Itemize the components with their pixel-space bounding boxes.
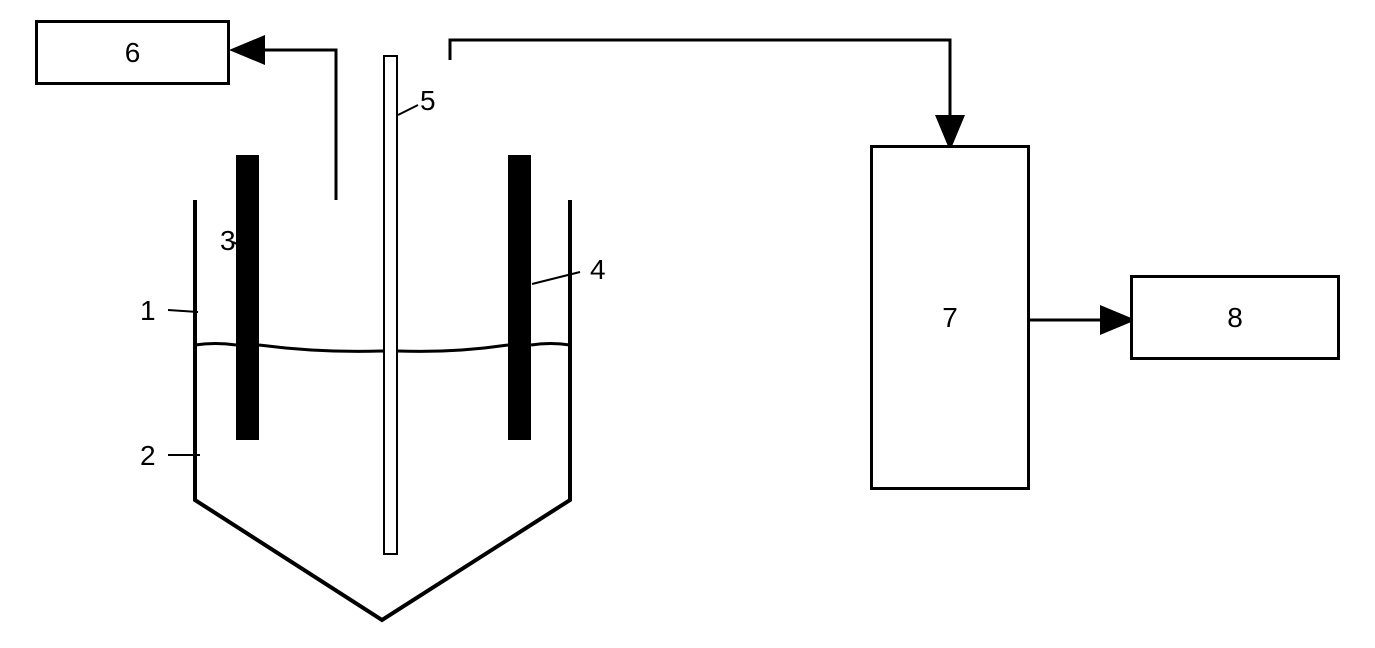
callout-4: 4 <box>590 254 606 286</box>
leader-4 <box>532 272 580 284</box>
component-box-7: 7 <box>870 145 1030 490</box>
electrode-left <box>236 155 259 440</box>
label-7: 7 <box>942 302 958 334</box>
callout-5: 5 <box>420 85 436 117</box>
label-6: 6 <box>125 37 141 69</box>
callout-3: 3 <box>220 225 236 257</box>
callout-2: 2 <box>140 440 156 472</box>
callout-1: 1 <box>140 295 156 327</box>
leader-5 <box>398 105 418 115</box>
flow-to-box7 <box>450 40 950 145</box>
label-8: 8 <box>1227 302 1243 334</box>
component-box-8: 8 <box>1130 275 1340 360</box>
electrode-right <box>508 155 531 440</box>
center-divider-bar <box>383 55 398 555</box>
component-box-6: 6 <box>35 20 230 85</box>
process-diagram: 6 7 8 1 2 3 4 5 <box>0 0 1375 648</box>
